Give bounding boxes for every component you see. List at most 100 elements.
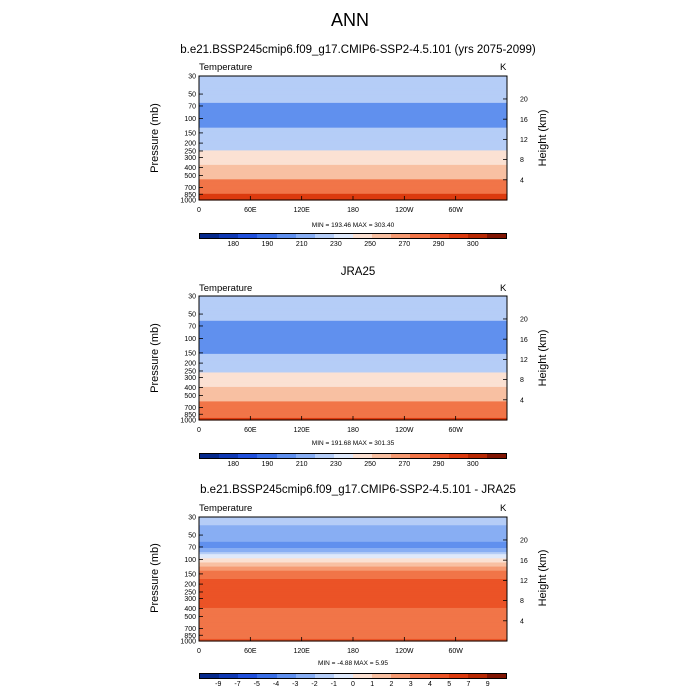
x-tick-label: 0	[197, 207, 201, 214]
contour-band	[199, 593, 507, 597]
colorbar-label: 3	[408, 681, 413, 688]
contour-band	[199, 366, 507, 369]
colorbar-label: 7	[466, 681, 471, 688]
colorbar-swatch	[219, 234, 239, 238]
colorbar-label: 0	[351, 681, 355, 688]
contour-band	[199, 397, 507, 400]
colorbar-label: 210	[295, 241, 308, 248]
contour-band	[199, 533, 507, 537]
contour-band	[199, 519, 507, 522]
contour-band	[199, 104, 507, 108]
contour-band	[199, 351, 507, 355]
contour-band	[199, 115, 507, 118]
contour-band	[199, 78, 507, 81]
y-right-tick-label: 12	[520, 578, 528, 585]
contour-band	[199, 146, 507, 149]
x-tick-label: 180	[347, 427, 359, 434]
contour-band	[199, 374, 507, 378]
contour-band	[199, 127, 507, 131]
y-tick-label: 1000	[180, 639, 196, 646]
y-tick-label: 850	[184, 412, 196, 419]
panel-2-left-label: Temperature	[199, 283, 253, 294]
y-right-tick-label: 4	[520, 618, 524, 625]
contour-band	[199, 554, 507, 557]
contour-band	[199, 407, 507, 411]
contour-band	[199, 558, 507, 561]
colorbar-label: 9	[485, 681, 490, 688]
contour-band	[199, 614, 507, 617]
contour-band	[199, 107, 507, 110]
colorbar-swatch	[429, 674, 449, 678]
y-right-tick-label: 16	[520, 117, 528, 124]
contour-band	[199, 525, 507, 528]
contour-band	[199, 121, 507, 125]
contour-band	[199, 135, 507, 139]
y-tick-label: 300	[184, 155, 196, 162]
x-tick-label: 180	[347, 207, 359, 214]
contour-band	[199, 531, 507, 535]
x-tick-label: 120E	[293, 648, 310, 655]
y-tick-label: 70	[188, 545, 196, 552]
y-tick-label: 250	[184, 590, 196, 597]
y-right-tick-label: 12	[520, 137, 528, 144]
colorbar-label: 300	[466, 461, 479, 468]
contour-band	[199, 605, 507, 609]
contour-band	[199, 123, 507, 127]
colorbar-swatch	[200, 234, 220, 238]
y-tick-label: 100	[184, 336, 196, 343]
contour-band	[199, 550, 507, 553]
contour-band	[199, 380, 507, 384]
contour-band	[199, 411, 507, 415]
contour-band	[199, 156, 507, 160]
x-tick-label: 120E	[293, 427, 310, 434]
colorbar-label: 250	[364, 241, 376, 248]
colorbar-swatch	[295, 234, 315, 238]
x-tick-label: 60W	[448, 427, 463, 434]
colorbar-swatch	[257, 454, 277, 458]
y-right-tick-label: 16	[520, 337, 528, 344]
colorbar-label: -5	[253, 681, 260, 688]
y-tick-label: 1000	[180, 198, 196, 205]
y-tick-label: 200	[184, 582, 196, 589]
colorbar-swatch	[486, 234, 506, 238]
contour-band	[199, 616, 507, 619]
contour-band	[199, 84, 507, 87]
contour-band	[199, 173, 507, 176]
contour-band	[199, 556, 507, 559]
colorbar-label: -3	[292, 681, 299, 688]
y-right-tick-label: 20	[520, 317, 528, 324]
panel-3-title: b.e21.BSSP245cmip6.f09_g17.CMIP6-SSP2-4.…	[200, 484, 516, 496]
panel-1-title: b.e21.BSSP245cmip6.f09_g17.CMIP6-SSP2-4.…	[180, 44, 536, 56]
colorbar-swatch	[410, 454, 430, 458]
colorbar-label: 290	[432, 461, 445, 468]
contour-band	[199, 574, 507, 578]
contour-band	[199, 517, 507, 520]
contour-band	[199, 322, 507, 326]
contour-band	[199, 610, 507, 613]
contour-band	[199, 353, 507, 357]
x-tick-label: 120E	[293, 207, 310, 214]
contour-band	[199, 142, 507, 145]
colorbar-swatch	[448, 674, 468, 678]
colorbar-label: 300	[466, 241, 479, 248]
y-tick-label: 250	[184, 369, 196, 376]
contour-band	[199, 405, 507, 409]
contour-band	[199, 382, 507, 386]
contour-band	[199, 296, 507, 299]
x-tick-label: 0	[197, 648, 201, 655]
y-tick-label: 850	[184, 192, 196, 199]
y-right-tick-label: 4	[520, 177, 524, 184]
y-tick-label: 30	[188, 294, 196, 301]
contour-band	[199, 302, 507, 305]
contour-band	[199, 384, 507, 388]
colorbar-swatch	[276, 454, 296, 458]
contour-band	[199, 179, 507, 182]
contour-band	[199, 628, 507, 632]
contour-band	[199, 111, 507, 114]
contour-band	[199, 630, 507, 634]
y-tick-label: 400	[184, 385, 196, 392]
contour-band	[199, 347, 507, 351]
colorbar-label: 5	[447, 681, 452, 688]
